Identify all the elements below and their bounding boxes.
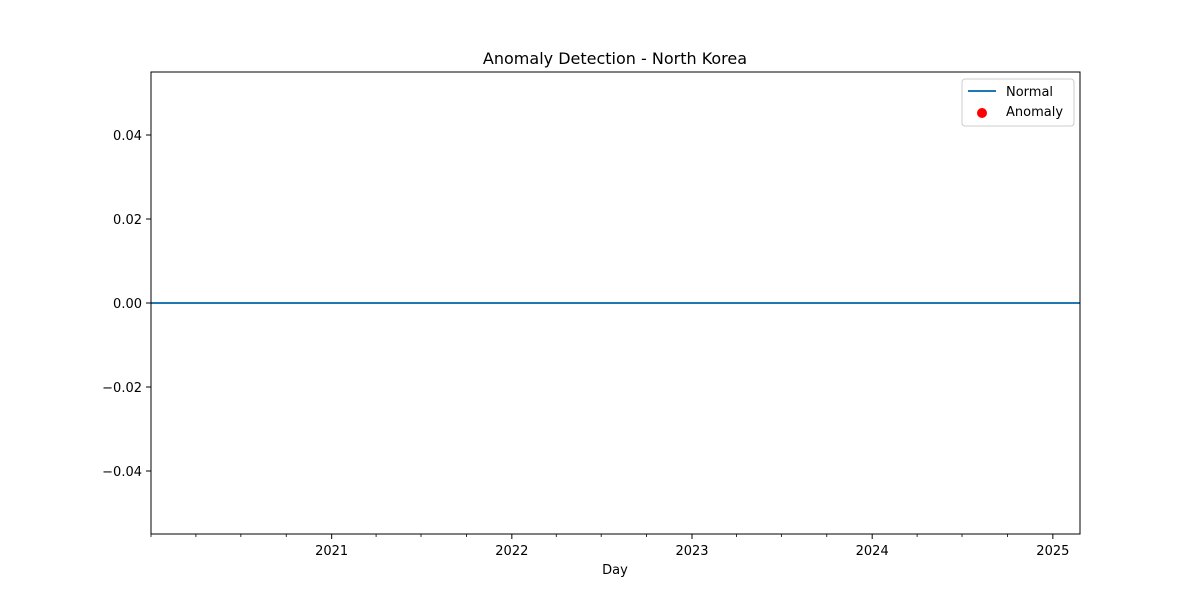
x-tick-label: 2021 [315, 544, 348, 559]
legend-anomaly-marker [977, 108, 987, 118]
x-tick-label: 2024 [856, 544, 889, 559]
legend: Normal Anomaly [961, 78, 1075, 127]
legend-anomaly-label: Anomaly [1006, 105, 1063, 120]
legend-normal-label: Normal [1006, 85, 1053, 100]
y-tick-label: 0.02 [113, 213, 142, 228]
y-tick-label: −0.02 [102, 381, 142, 396]
axes: 0.04 0.02 0.00 −0.02 −0.04 2021 2022 2023 2024 20… [102, 71, 1081, 559]
y-tick-label: −0.04 [102, 465, 142, 480]
y-tick-label: 0.00 [113, 297, 142, 312]
x-tick-label: 2025 [1036, 544, 1069, 559]
x-axis-label: Day [602, 563, 628, 578]
chart-title: Anomaly Detection - North Korea [483, 49, 747, 68]
x-tick-label: 2022 [495, 544, 528, 559]
x-tick-label: 2023 [675, 544, 708, 559]
y-tick-label: 0.04 [113, 129, 142, 144]
